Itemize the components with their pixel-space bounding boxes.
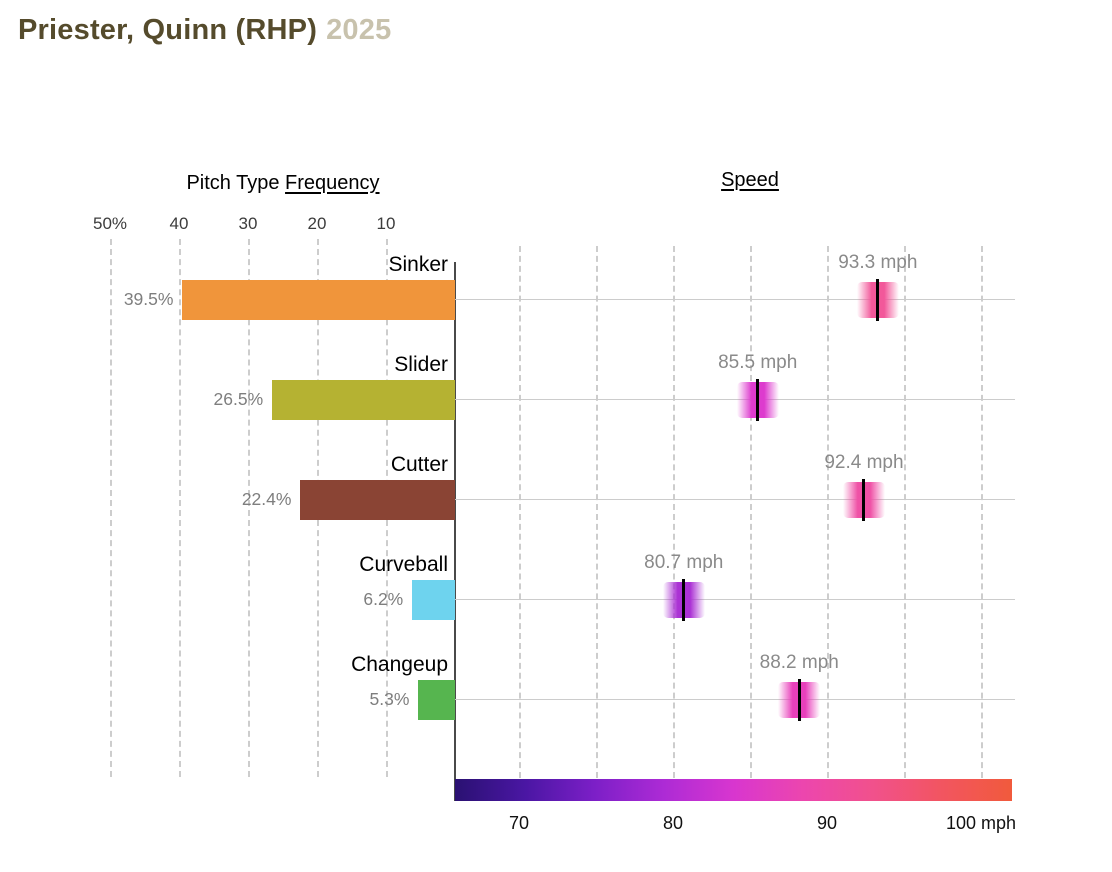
frequency-axis-tick-label: 20 xyxy=(307,214,327,233)
frequency-axis-tick-label: 40 xyxy=(169,214,189,233)
frequency-value-label: 26.5% xyxy=(213,389,264,409)
speed-row-line xyxy=(455,499,1015,500)
speed-marker-line xyxy=(797,679,801,721)
pitch-type-label: Curveball xyxy=(359,553,448,576)
speed-row-line xyxy=(455,599,1015,600)
frequency-axis-tick-label: 50% xyxy=(92,214,128,233)
speed-marker-line xyxy=(862,479,866,521)
frequency-bar xyxy=(272,380,455,420)
speed-gridline xyxy=(827,246,829,778)
speed-row-line xyxy=(455,399,1015,400)
frequency-value-label: 6.2% xyxy=(363,589,404,609)
speed-gridline xyxy=(596,246,598,778)
frequency-gridline xyxy=(110,239,112,777)
speed-row-line xyxy=(455,299,1015,300)
speed-value-label: 80.7 mph xyxy=(644,552,724,573)
speed-marker-line xyxy=(756,379,760,421)
pitch-type-label: Sinker xyxy=(388,253,448,276)
speed-axis-tick-label: 70 xyxy=(508,813,530,833)
frequency-chart-title: Pitch Type Frequency xyxy=(118,172,448,195)
player-name: Priester, Quinn (RHP) xyxy=(18,14,318,46)
speed-row-line xyxy=(455,699,1015,700)
page-title: Priester, Quinn (RHP) 2025 xyxy=(18,14,391,47)
speed-gridline xyxy=(519,246,521,778)
frequency-bar xyxy=(412,580,455,620)
frequency-axis-tick-label: 30 xyxy=(238,214,258,233)
speed-value-label: 93.3 mph xyxy=(838,252,918,273)
frequency-title-underlined: Frequency xyxy=(285,172,380,194)
speed-gridline xyxy=(904,246,906,778)
speed-value-label: 92.4 mph xyxy=(824,452,904,473)
frequency-bar xyxy=(182,280,455,320)
speed-chart-title: Speed xyxy=(640,169,860,192)
frequency-value-label: 5.3% xyxy=(369,689,410,709)
frequency-value-label: 22.4% xyxy=(241,489,292,509)
frequency-value-label: 39.5% xyxy=(123,289,174,309)
frequency-axis-tick-label: 10 xyxy=(376,214,396,233)
frequency-gridline xyxy=(179,239,181,777)
season-year: 2025 xyxy=(326,14,392,46)
frequency-title-prefix: Pitch Type xyxy=(186,172,280,194)
speed-value-label: 85.5 mph xyxy=(718,352,798,373)
speed-axis-tick-label: 80 xyxy=(662,813,684,833)
pitch-type-label: Changeup xyxy=(351,653,448,676)
speed-gridline xyxy=(750,246,752,778)
speed-gradient-legend xyxy=(455,779,1012,801)
frequency-gridline xyxy=(248,239,250,777)
speed-title-text: Speed xyxy=(721,169,779,191)
speed-axis-tick-label: 100 mph xyxy=(945,813,1017,833)
pitch-type-label: Slider xyxy=(394,353,448,376)
speed-marker-line xyxy=(682,579,686,621)
frequency-bar xyxy=(418,680,455,720)
speed-axis-tick-label: 90 xyxy=(816,813,838,833)
pitch-axis-line xyxy=(454,262,456,801)
speed-gridline xyxy=(673,246,675,778)
frequency-bar xyxy=(300,480,455,520)
speed-value-label: 88.2 mph xyxy=(759,652,839,673)
pitch-type-label: Cutter xyxy=(390,453,448,476)
speed-marker-line xyxy=(876,279,880,321)
speed-gridline xyxy=(981,246,983,778)
